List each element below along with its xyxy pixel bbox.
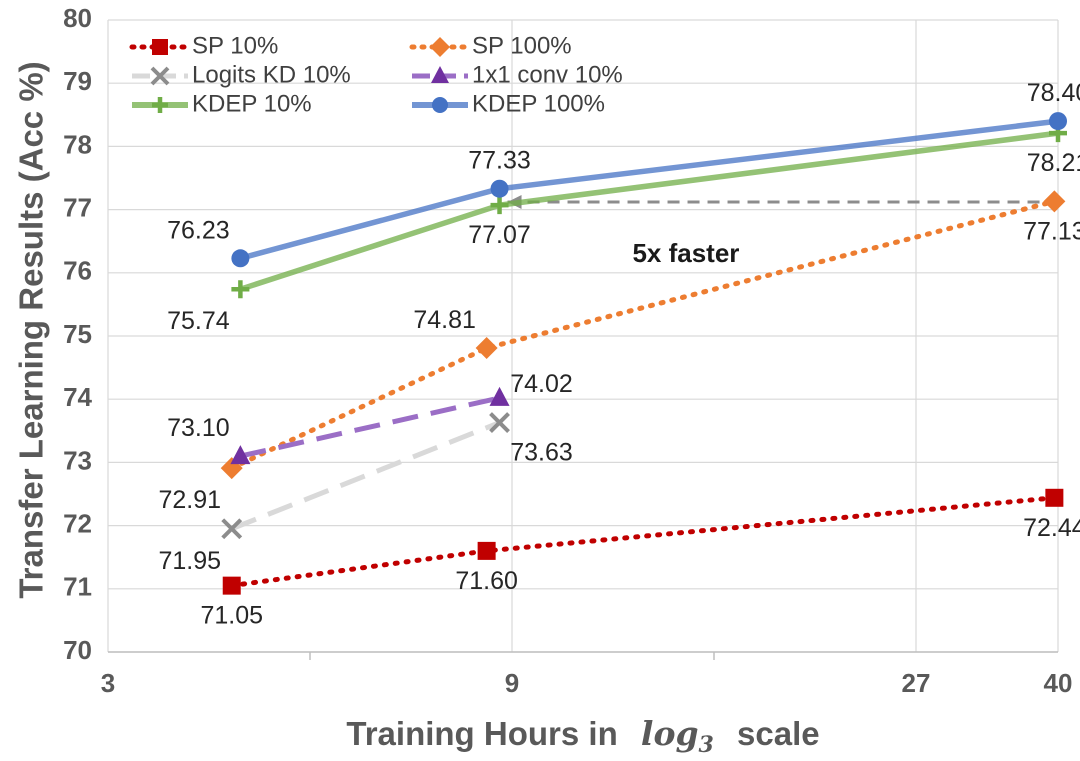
series: [220, 112, 1067, 595]
legend: SP 10% SP 100%Logits KD 10% 1x1 conv 10%KD…: [129, 32, 623, 117]
y-tick-label: 70: [63, 635, 92, 665]
legend-item: KDEP 10%: [132, 90, 312, 117]
series-line-sp-10-: [229, 495, 1057, 589]
legend-label: SP 100%: [472, 32, 572, 59]
legend-label: KDEP 100%: [472, 90, 605, 117]
data-point: [1049, 112, 1067, 131]
data-point: [231, 249, 250, 268]
legend-item: SP 100%: [409, 32, 572, 59]
y-tick-label: 71: [63, 572, 92, 602]
legend-marker: [152, 39, 168, 55]
x-tick-label: 3: [101, 668, 115, 698]
data-point: [475, 337, 498, 360]
x-tick-label: 27: [902, 668, 931, 698]
legend-marker: [152, 97, 168, 113]
legend-marker: [430, 37, 450, 57]
y-tick-label: 77: [63, 192, 92, 222]
data-label: 76.23: [167, 216, 230, 244]
data-label: 74.81: [413, 306, 476, 334]
x-tick-label: 40: [1044, 668, 1073, 698]
y-tick-label: 79: [63, 66, 92, 96]
data-point: [231, 280, 250, 299]
data-label: 78.40: [1027, 79, 1080, 107]
y-tick-label: 72: [63, 508, 92, 538]
data-point: [477, 541, 496, 560]
legend-marker: [431, 66, 449, 83]
legend-label: Logits KD 10%: [192, 61, 351, 88]
data-point: [1043, 190, 1066, 213]
x-axis-title: Training Hours in log3 scale: [346, 714, 819, 759]
data-label: 71.05: [200, 602, 263, 630]
data-point: [490, 179, 509, 198]
data-labels: 71.05 71.60 72.44 72.91 74.81 77.13 71.95 73.63…: [158, 79, 1080, 630]
legend-marker: [432, 97, 448, 113]
legend-item: Logits KD 10%: [132, 61, 351, 88]
legend-label: SP 10%: [192, 32, 278, 59]
data-label: 73.10: [167, 414, 230, 442]
data-point: [222, 576, 241, 595]
data-label: 71.95: [158, 547, 221, 575]
data-label: 77.07: [468, 221, 531, 249]
data-point: [490, 196, 509, 215]
legend-item: 1x1 conv 10%: [412, 61, 623, 88]
annotation-label: 5x faster: [632, 238, 739, 268]
data-point: [489, 386, 510, 406]
y-tick-label: 75: [63, 319, 92, 349]
y-tick-label: 76: [63, 256, 92, 286]
y-tick-label: 73: [63, 445, 92, 475]
y-tick-label: 78: [63, 129, 92, 159]
x-axis-title-suffix: scale: [737, 715, 820, 752]
x-tick-label: 9: [505, 668, 519, 698]
data-label: 74.02: [510, 370, 573, 398]
legend-label: 1x1 conv 10%: [472, 61, 623, 88]
axes: 70 71 72 73 74 75 76 77 78 79 80 3 9 27 40: [63, 3, 1072, 698]
series-line-1x1-conv-10-: [239, 395, 501, 459]
grid: [107, 19, 1059, 653]
data-point: [230, 445, 251, 465]
y-tick-label: 74: [63, 382, 92, 412]
series-line-logits-kd-10-: [230, 420, 501, 532]
data-label: 77.33: [468, 147, 531, 175]
data-point: [1045, 488, 1064, 507]
data-point: [221, 518, 243, 540]
series-line-sp-100-: [229, 198, 1057, 471]
data-label: 72.91: [158, 486, 221, 514]
x-axis-title-math: log: [641, 714, 699, 753]
data-label: 75.74: [167, 307, 230, 335]
y-tick-label: 80: [63, 3, 92, 33]
data-label: 72.44: [1023, 514, 1080, 542]
legend-label: KDEP 10%: [192, 90, 312, 117]
annotation: 5x faster: [507, 195, 1055, 268]
legend-item: KDEP 100%: [412, 90, 605, 117]
x-axis-title-math-sub: 3: [699, 732, 714, 758]
data-label: 78.21: [1027, 149, 1080, 177]
data-label: 77.13: [1023, 217, 1080, 245]
legend-item: SP 10%: [129, 32, 278, 59]
data-point: [489, 412, 510, 433]
y-axis-title: Transfer Learning Results (Acc %): [13, 61, 50, 598]
x-axis-title-text: Training Hours in: [346, 715, 617, 752]
data-label: 71.60: [455, 567, 518, 595]
legend-marker: [150, 66, 170, 86]
data-label: 73.63: [510, 439, 573, 467]
